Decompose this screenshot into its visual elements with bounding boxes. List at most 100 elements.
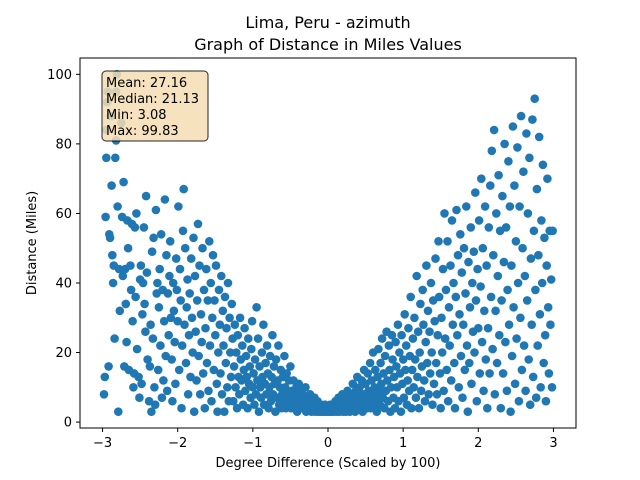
data-point <box>413 327 423 337</box>
data-point <box>434 292 444 302</box>
data-point <box>383 376 392 385</box>
data-point <box>160 195 170 204</box>
data-point <box>114 407 123 417</box>
data-point <box>257 348 267 357</box>
data-point <box>446 261 455 270</box>
data-point <box>180 243 190 253</box>
data-point <box>200 403 210 413</box>
data-point <box>490 390 500 399</box>
data-point <box>175 264 185 274</box>
data-point <box>171 254 181 263</box>
data-point <box>241 351 251 361</box>
data-point <box>433 330 443 340</box>
data-point <box>252 303 261 312</box>
data-point <box>463 407 473 417</box>
x-tick-label: 3 <box>549 436 557 451</box>
data-point <box>430 316 440 326</box>
data-point <box>129 383 138 392</box>
data-point <box>420 396 430 406</box>
data-point <box>494 170 503 180</box>
data-point <box>139 223 149 232</box>
data-point <box>537 216 546 225</box>
data-point <box>269 362 279 371</box>
data-point <box>451 292 461 302</box>
y-tick-label: 40 <box>55 276 72 291</box>
data-point <box>431 358 441 368</box>
data-point <box>428 400 437 410</box>
data-point <box>462 341 472 350</box>
data-point <box>268 330 277 340</box>
data-point <box>538 160 548 170</box>
data-point <box>398 355 408 364</box>
data-point <box>132 344 142 354</box>
data-point <box>510 379 520 389</box>
data-point <box>407 365 417 375</box>
data-point <box>159 316 169 326</box>
data-point <box>154 303 164 312</box>
data-point <box>434 237 443 246</box>
data-point <box>449 278 458 288</box>
data-point <box>233 330 243 340</box>
data-point <box>107 181 116 190</box>
data-point <box>461 289 470 298</box>
data-point <box>155 264 164 274</box>
data-point <box>131 292 140 302</box>
data-point <box>512 334 521 343</box>
data-point <box>153 278 162 288</box>
x-tick-label: 0 <box>324 436 332 451</box>
data-point <box>546 275 556 284</box>
data-point <box>219 341 228 350</box>
data-point <box>518 243 527 253</box>
data-point <box>238 341 247 350</box>
data-point <box>146 320 155 330</box>
x-tick-label: 1 <box>399 436 407 451</box>
data-point <box>185 289 194 298</box>
data-point <box>458 393 467 403</box>
data-point <box>532 184 542 194</box>
data-point <box>102 153 111 163</box>
data-point <box>436 403 446 413</box>
data-point <box>547 383 557 392</box>
data-points <box>99 70 557 417</box>
data-point <box>464 257 473 267</box>
data-point <box>422 261 431 270</box>
data-point <box>225 313 234 323</box>
data-point <box>369 400 379 410</box>
data-point <box>528 115 537 124</box>
data-point <box>245 362 255 371</box>
data-point <box>229 362 239 371</box>
data-point <box>418 285 428 295</box>
data-point <box>165 271 174 281</box>
data-point <box>235 313 245 323</box>
data-point <box>150 400 160 410</box>
data-point <box>484 223 494 232</box>
data-point <box>374 386 384 396</box>
data-point <box>540 233 549 243</box>
data-point <box>480 202 490 211</box>
data-point <box>205 341 215 350</box>
data-point <box>363 369 373 378</box>
data-point <box>187 313 197 323</box>
data-point <box>136 261 146 270</box>
data-point <box>441 285 451 295</box>
data-point <box>483 403 492 413</box>
data-point <box>232 348 241 357</box>
data-point <box>401 341 411 350</box>
data-point <box>469 247 479 256</box>
data-point <box>522 129 531 138</box>
data-point <box>404 323 413 333</box>
data-point <box>478 243 488 253</box>
data-point <box>413 372 422 382</box>
data-point <box>467 379 476 389</box>
data-point <box>507 351 517 361</box>
data-point <box>543 174 552 183</box>
data-point <box>410 313 419 323</box>
data-point <box>509 303 518 312</box>
data-point <box>468 278 477 288</box>
data-point <box>372 407 382 417</box>
data-point <box>425 369 435 378</box>
data-point <box>151 205 161 215</box>
data-point <box>226 372 236 382</box>
data-point <box>504 157 513 166</box>
